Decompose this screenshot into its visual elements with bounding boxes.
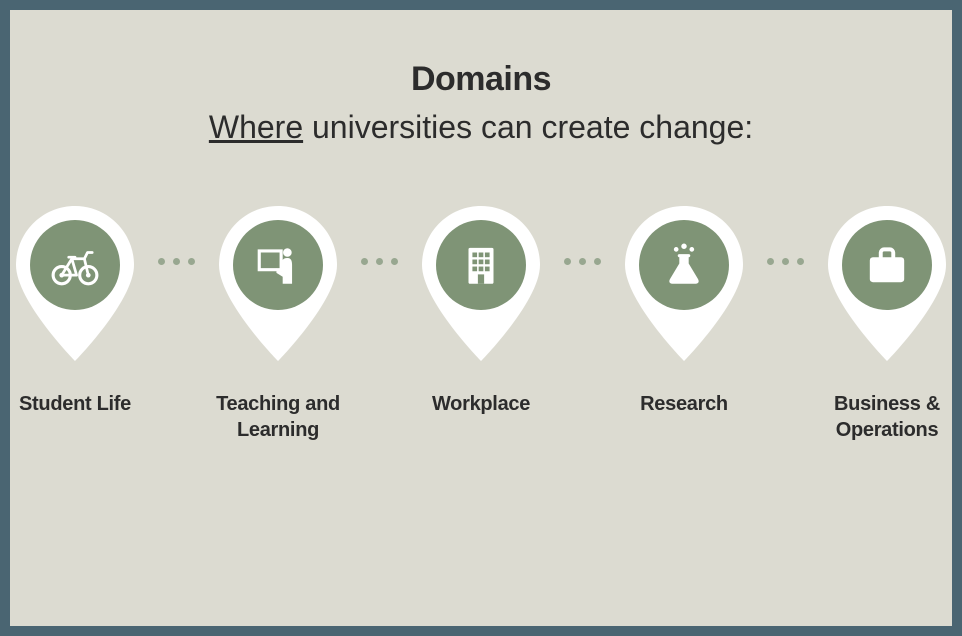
domain-label: Workplace (401, 391, 561, 417)
pin-circle (30, 220, 120, 310)
connector-dots (767, 206, 804, 265)
domain-label: Research (604, 391, 764, 417)
teacher-icon (253, 240, 303, 290)
flask-icon (659, 240, 709, 290)
bicycle-icon (50, 240, 100, 290)
connector-dots (158, 206, 195, 265)
briefcase-icon (862, 240, 912, 290)
subtitle: Where universities can create change: (209, 109, 753, 146)
pin (828, 206, 946, 361)
pin-circle (639, 220, 729, 310)
infographic-canvas: Domains Where universities can create ch… (10, 10, 952, 626)
subtitle-underlined: Where (209, 109, 303, 145)
domain-item: Business & Operations (812, 206, 962, 443)
domain-label: Business & Operations (807, 391, 962, 443)
pin (625, 206, 743, 361)
title: Domains (411, 60, 551, 99)
domain-item: Workplace (406, 206, 556, 417)
subtitle-rest: universities can create change: (303, 109, 753, 145)
domain-item: Teaching and Learning (203, 206, 353, 443)
pin (16, 206, 134, 361)
building-icon (456, 240, 506, 290)
domain-item: Research (609, 206, 759, 417)
domain-label: Student Life (0, 391, 155, 417)
domain-label: Teaching and Learning (198, 391, 358, 443)
domains-row: Student Life Teaching and Learning (10, 206, 952, 443)
pin-circle (842, 220, 932, 310)
pin-circle (233, 220, 323, 310)
domain-item: Student Life (0, 206, 150, 417)
pin (422, 206, 540, 361)
pin-circle (436, 220, 526, 310)
connector-dots (564, 206, 601, 265)
connector-dots (361, 206, 398, 265)
pin (219, 206, 337, 361)
